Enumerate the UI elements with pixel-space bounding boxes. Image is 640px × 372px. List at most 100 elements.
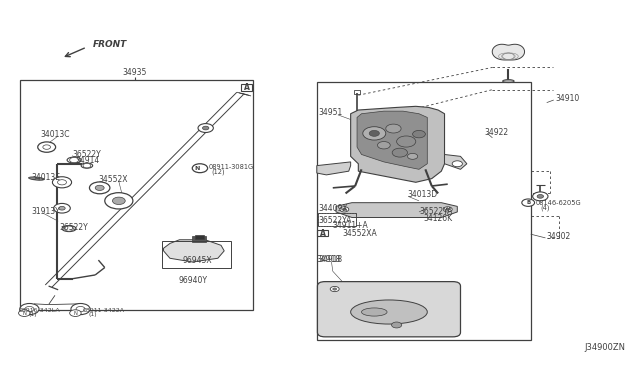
Circle shape	[330, 286, 339, 292]
Text: 36522Y: 36522Y	[72, 150, 101, 159]
Text: A: A	[319, 228, 326, 238]
Text: J34900ZN: J34900ZN	[584, 343, 625, 352]
Text: 34013D: 34013D	[408, 190, 438, 199]
Polygon shape	[164, 240, 224, 262]
Polygon shape	[317, 162, 351, 175]
Ellipse shape	[67, 157, 81, 163]
Circle shape	[397, 136, 416, 147]
Circle shape	[444, 207, 452, 212]
Circle shape	[54, 203, 70, 213]
Text: 96945X: 96945X	[182, 256, 212, 264]
Polygon shape	[336, 203, 458, 218]
Circle shape	[25, 307, 34, 312]
Circle shape	[386, 124, 401, 133]
Text: A: A	[244, 83, 250, 92]
Circle shape	[522, 199, 534, 206]
Text: 34922: 34922	[484, 128, 509, 137]
Text: N: N	[195, 166, 200, 171]
Text: (12): (12)	[211, 169, 225, 175]
Text: 36522Y: 36522Y	[60, 223, 88, 232]
Text: 34013E: 34013E	[31, 173, 60, 182]
Text: 36522YA: 36522YA	[319, 216, 352, 225]
Circle shape	[19, 310, 30, 317]
Circle shape	[70, 310, 81, 317]
Text: 34918: 34918	[318, 255, 342, 264]
Circle shape	[392, 322, 402, 328]
Ellipse shape	[351, 300, 428, 324]
Circle shape	[83, 163, 91, 168]
Circle shape	[70, 157, 79, 163]
Text: 34409X: 34409X	[319, 204, 348, 213]
Text: 08916-342LA: 08916-342LA	[19, 308, 60, 312]
Circle shape	[38, 142, 56, 152]
Text: 34911+A: 34911+A	[333, 221, 369, 230]
Circle shape	[192, 164, 207, 173]
Circle shape	[342, 208, 346, 211]
Bar	[192, 236, 206, 242]
Text: (1): (1)	[29, 312, 37, 317]
Circle shape	[369, 131, 380, 137]
Polygon shape	[351, 106, 445, 182]
Circle shape	[202, 126, 209, 130]
Text: 34902: 34902	[547, 232, 571, 241]
Circle shape	[537, 195, 543, 198]
Text: 34013C: 34013C	[40, 129, 70, 139]
Circle shape	[363, 127, 386, 140]
Polygon shape	[357, 111, 428, 169]
Bar	[317, 230, 328, 236]
Bar	[317, 82, 531, 340]
Circle shape	[90, 182, 110, 194]
Bar	[354, 90, 360, 94]
Circle shape	[59, 206, 65, 210]
Circle shape	[446, 208, 450, 211]
Circle shape	[333, 288, 337, 290]
Text: 34935: 34935	[123, 68, 147, 77]
Text: 34910: 34910	[555, 94, 579, 103]
Text: 08146-6205G: 08146-6205G	[536, 200, 582, 206]
Bar	[241, 84, 252, 92]
Circle shape	[340, 207, 349, 212]
Circle shape	[65, 226, 74, 231]
Circle shape	[198, 124, 213, 132]
Circle shape	[58, 180, 67, 185]
Ellipse shape	[81, 163, 93, 168]
Circle shape	[532, 192, 548, 201]
Ellipse shape	[62, 226, 76, 232]
Circle shape	[71, 304, 90, 315]
Text: 08911-3081G: 08911-3081G	[209, 164, 254, 170]
Polygon shape	[445, 154, 467, 169]
Text: 34126K: 34126K	[424, 214, 452, 223]
Text: 34918: 34918	[317, 255, 341, 264]
FancyBboxPatch shape	[317, 282, 461, 337]
Text: 08911-3422A: 08911-3422A	[83, 308, 124, 312]
Circle shape	[43, 145, 51, 149]
Circle shape	[105, 193, 133, 209]
Circle shape	[452, 161, 463, 167]
Ellipse shape	[362, 308, 387, 316]
Bar	[195, 235, 204, 238]
Text: 36522YA: 36522YA	[419, 207, 452, 216]
Text: N: N	[74, 311, 77, 315]
Text: 34914: 34914	[76, 156, 100, 165]
Circle shape	[113, 197, 125, 205]
Circle shape	[413, 131, 426, 138]
Text: (1): (1)	[88, 312, 97, 317]
Circle shape	[378, 141, 390, 149]
Text: FRONT: FRONT	[93, 40, 127, 49]
Ellipse shape	[29, 177, 44, 180]
Bar	[20, 80, 253, 310]
Circle shape	[76, 307, 85, 312]
Text: 34951: 34951	[319, 108, 343, 117]
Circle shape	[408, 153, 418, 159]
Circle shape	[392, 148, 408, 157]
Text: 34552XA: 34552XA	[342, 229, 377, 238]
Text: 96940Y: 96940Y	[178, 276, 207, 285]
Ellipse shape	[502, 80, 514, 83]
Text: (4): (4)	[540, 204, 550, 211]
Bar	[318, 213, 356, 226]
Text: N: N	[22, 311, 26, 315]
Bar	[163, 241, 230, 267]
Circle shape	[20, 304, 39, 315]
Text: B: B	[526, 200, 531, 205]
Circle shape	[95, 185, 104, 190]
